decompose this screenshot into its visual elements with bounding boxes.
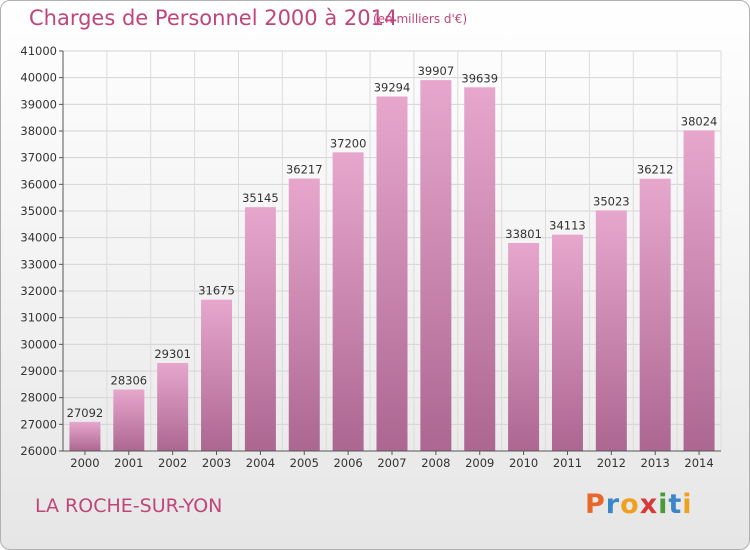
proxiti-logo: Proxiti [585, 489, 693, 520]
logo-letter: t [668, 489, 683, 520]
bar-2006 [332, 152, 364, 452]
logo-letter: r [605, 489, 621, 520]
y-tick-label: 32000 [20, 284, 57, 298]
bar-2009 [464, 87, 496, 451]
x-tick-label: 2008 [421, 456, 450, 470]
logo-letter: o [620, 489, 640, 520]
x-tick-label: 2003 [202, 456, 231, 470]
bar-2013 [639, 178, 671, 451]
bar-2000 [69, 421, 101, 451]
bar-value-label: 36217 [286, 163, 323, 177]
x-tick-label: 2001 [114, 456, 143, 470]
bar-value-label: 36212 [637, 163, 674, 177]
x-tick-label: 2013 [641, 456, 670, 470]
bar-value-label: 28306 [111, 374, 148, 388]
bar-2012 [595, 210, 627, 451]
x-tick-label: 2014 [684, 456, 713, 470]
bar-2008 [420, 80, 452, 451]
logo-letter: x [639, 489, 659, 520]
y-tick-label: 39000 [20, 97, 57, 111]
bar-value-label: 35023 [593, 194, 630, 208]
y-tick-label: 33000 [20, 257, 57, 271]
bar-2010 [508, 242, 540, 451]
y-tick-label: 27000 [20, 417, 57, 431]
x-tick-label: 2011 [553, 456, 582, 470]
bar-2004 [244, 207, 276, 451]
y-tick-label: 28000 [20, 391, 57, 405]
bars: 27092 28306 29301 31675 35145 36217 37200 39294… [67, 64, 718, 452]
logo-letter: P [585, 489, 606, 520]
city-name: LA ROCHE-SUR-YON [35, 495, 223, 517]
bar-2007 [376, 96, 408, 451]
bar-value-label: 27092 [67, 406, 104, 420]
y-tick-label: 30000 [20, 337, 57, 351]
y-tick-label: 38000 [20, 124, 57, 138]
bar-2003 [201, 299, 233, 451]
chart-subtitle: (en milliers d'€) [373, 12, 468, 26]
bar-value-label: 37200 [330, 136, 367, 150]
y-tick-label: 29000 [20, 364, 57, 378]
bar-2011 [551, 234, 583, 451]
bar-2002 [157, 362, 189, 451]
bar-value-label: 39639 [461, 71, 498, 85]
bar-value-label: 39907 [418, 64, 455, 78]
bar-value-label: 38024 [681, 114, 718, 128]
x-tick-label: 2010 [509, 456, 538, 470]
y-tick-label: 31000 [20, 311, 57, 325]
x-tick-label: 2009 [465, 456, 494, 470]
x-tick-label: 2012 [597, 456, 626, 470]
bar-value-label: 35145 [242, 191, 279, 205]
y-tick-label: 26000 [20, 444, 57, 458]
logo-letter: i [658, 489, 669, 520]
x-tick-label: 2006 [333, 456, 362, 470]
y-tick-label: 34000 [20, 231, 57, 245]
x-tick-label: 2005 [290, 456, 319, 470]
bar-2001 [113, 389, 145, 451]
y-tick-label: 41000 [20, 44, 57, 58]
bar-value-label: 29301 [154, 347, 191, 361]
bar-value-label: 31675 [198, 284, 235, 298]
x-tick-label: 2002 [158, 456, 187, 470]
axes: 26000 27000 28000 29000 30000 31000 32000 33000… [20, 44, 721, 470]
bar-2005 [288, 178, 320, 451]
logo-letter: i [682, 489, 693, 520]
y-tick-label: 35000 [20, 204, 57, 218]
bar-2014 [683, 130, 715, 452]
bar-value-label: 33801 [505, 227, 542, 241]
x-tick-label: 2007 [377, 456, 406, 470]
bar-value-label: 34113 [549, 219, 586, 233]
bar-value-label: 39294 [374, 80, 411, 94]
chart-title: Charges de Personnel 2000 à 2014 [29, 6, 398, 30]
x-tick-label: 2000 [70, 456, 99, 470]
y-tick-label: 40000 [20, 71, 57, 85]
y-tick-label: 37000 [20, 151, 57, 165]
x-tick-label: 2004 [246, 456, 275, 470]
y-tick-label: 36000 [20, 177, 57, 191]
